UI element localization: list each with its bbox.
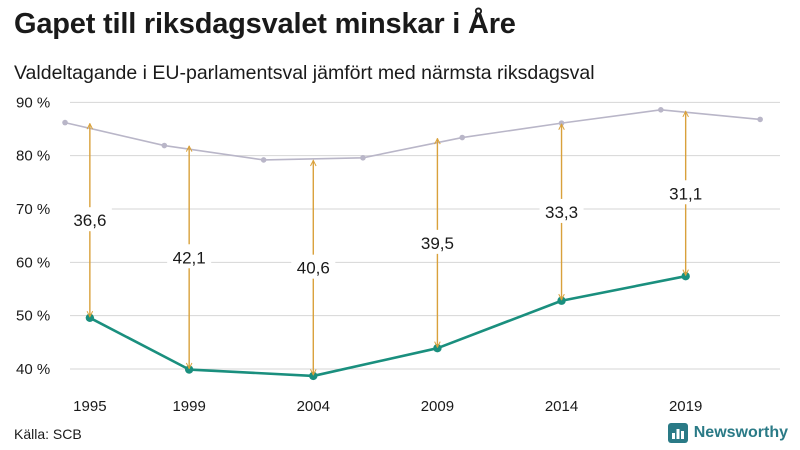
gap-label: 36,6 <box>73 211 106 230</box>
data-point-riksdagsval <box>62 119 68 126</box>
x-tick-label: 1999 <box>172 398 205 415</box>
gap-label: 31,1 <box>669 184 702 203</box>
series-line-riksdagsval <box>64 109 761 161</box>
y-tick-label: 80 % <box>16 148 50 165</box>
brand-logo: Newsworthy <box>667 423 788 443</box>
data-point-riksdagsval <box>658 107 664 113</box>
gap-arrows: 36,6 42,1 40,6 39,5 33,3 31,1 <box>67 111 708 375</box>
gap-label: 40,6 <box>297 259 330 278</box>
y-tick-label: 90 % <box>16 94 50 111</box>
x-tick-label: 2019 <box>669 398 702 415</box>
gap-label: 42,1 <box>173 248 206 267</box>
series-lines <box>62 107 763 381</box>
x-tick-label: 2009 <box>421 398 454 415</box>
y-tick-label: 60 % <box>16 254 50 271</box>
y-axis-ticks: 40 % 50 % 60 % 70 % 80 % 90 % <box>16 94 50 378</box>
brand-name: Newsworthy <box>693 424 788 441</box>
y-tick-label: 50 % <box>16 308 50 325</box>
data-point-riksdagsval <box>260 157 267 163</box>
x-tick-label: 2014 <box>545 398 578 415</box>
bar-chart-icon <box>667 423 688 443</box>
x-tick-label: 1995 <box>73 398 106 415</box>
series-line-eu-parlamentsval <box>89 274 686 378</box>
data-point-riksdagsval <box>161 142 168 149</box>
x-tick-label: 2004 <box>297 398 330 415</box>
gap-label-background <box>167 244 212 269</box>
gap-label-background <box>291 254 336 279</box>
x-axis-ticks: 1995 1999 2004 2009 2014 2019 <box>73 398 702 415</box>
y-tick-label: 40 % <box>16 361 50 378</box>
gap-label-background <box>539 198 584 223</box>
gap-label-background <box>67 207 112 232</box>
source-note: Källa: SCB <box>14 426 82 442</box>
data-point-riksdagsval <box>459 134 466 141</box>
gap-label: 33,3 <box>545 203 578 222</box>
data-point-riksdagsval <box>757 116 763 123</box>
chart-title: Gapet till riksdagsvalet minskar i Åre <box>14 8 516 40</box>
y-tick-label: 70 % <box>16 201 50 218</box>
gap-label-background <box>663 180 708 205</box>
chart-subtitle: Valdeltagande i EU-parlamentsval jämfört… <box>14 62 595 84</box>
data-point-riksdagsval <box>360 155 366 161</box>
gap-label: 39,5 <box>421 234 454 253</box>
gap-label-background <box>415 229 460 254</box>
